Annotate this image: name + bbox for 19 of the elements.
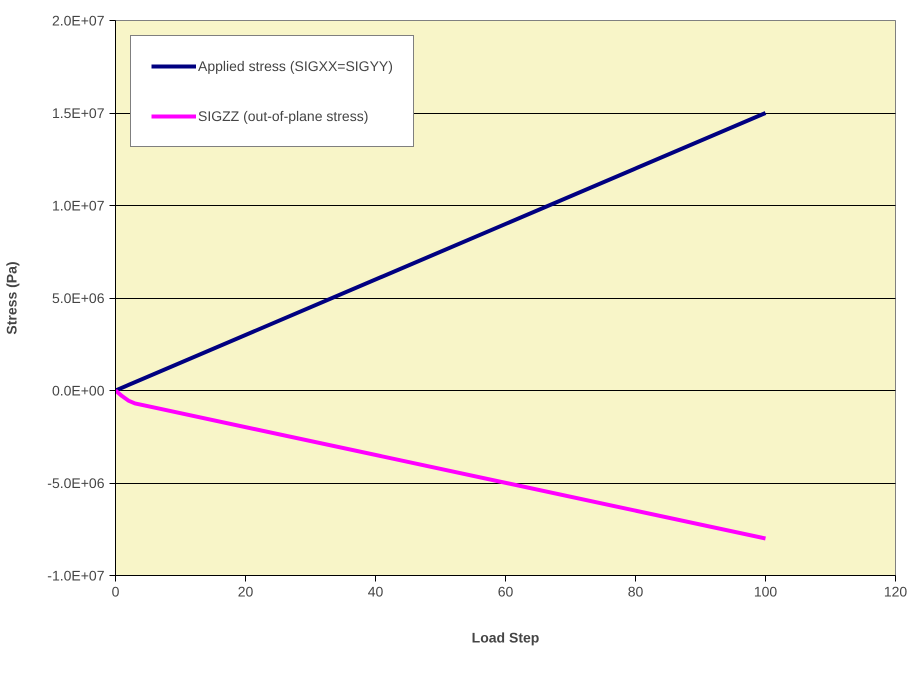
y-tick-label: -1.0E+07 — [47, 568, 105, 584]
legend-label: Applied stress (SIGXX=SIGYY) — [198, 58, 393, 74]
y-tick-label: -5.0E+06 — [47, 475, 105, 491]
x-tick-label: 120 — [884, 584, 908, 600]
x-tick-label: 40 — [368, 584, 384, 600]
x-tick-label: 100 — [754, 584, 778, 600]
x-tick-label: 80 — [628, 584, 644, 600]
y-tick-label: 1.5E+07 — [52, 105, 105, 121]
y-tick-label: 5.0E+06 — [52, 290, 105, 306]
line-series — [116, 388, 768, 540]
legend-label: SIGZZ (out-of-plane stress) — [198, 108, 368, 124]
y-axis-title: Stress (Pa) — [3, 261, 20, 335]
x-tick-label: 60 — [498, 584, 514, 600]
x-axis-title: Load Step — [472, 630, 540, 646]
x-tick-label: 20 — [238, 584, 254, 600]
x-tick-label: 0 — [112, 584, 120, 600]
y-tick-label: 0.0E+00 — [52, 382, 105, 398]
y-tick-label: 1.0E+07 — [52, 198, 105, 214]
y-tick-label: 2.0E+07 — [52, 12, 105, 28]
